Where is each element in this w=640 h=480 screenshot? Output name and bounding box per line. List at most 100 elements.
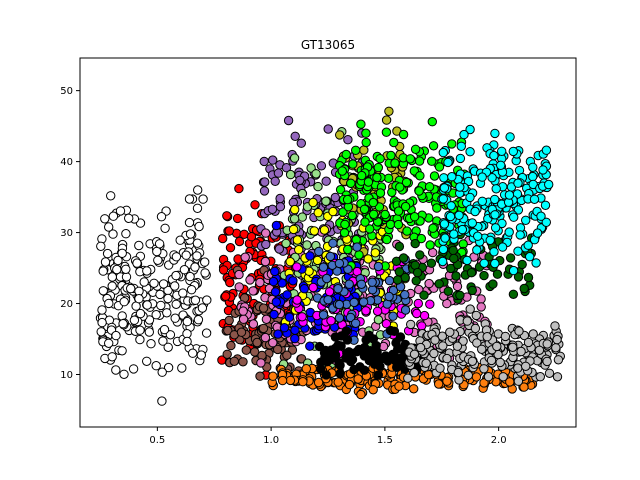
scatter-point-series-10 xyxy=(369,209,379,220)
scatter-point-series-10 xyxy=(363,177,374,187)
scatter-point-series-13 xyxy=(489,150,499,161)
scatter-point-series-6 xyxy=(312,255,323,266)
scatter-point-series-1 xyxy=(225,243,236,253)
scatter-point-series-0 xyxy=(170,313,180,323)
scatter-point-series-13 xyxy=(473,231,483,241)
scatter-point-series-13 xyxy=(454,210,464,221)
scatter-point-series-0 xyxy=(192,238,203,248)
scatter-point-series-13 xyxy=(532,228,543,238)
scatter-point-series-0 xyxy=(139,277,149,287)
scatter-point-series-0 xyxy=(193,315,204,325)
scatter-point-series-2 xyxy=(270,176,280,187)
scatter-point-series-6 xyxy=(363,254,373,264)
scatter-point-series-10 xyxy=(402,226,412,236)
scatter-point-series-13 xyxy=(489,247,499,257)
scatter-point-series-14 xyxy=(394,381,404,391)
scatter-point-series-11 xyxy=(352,242,362,252)
x-tick-label: 2.0 xyxy=(491,435,507,446)
scatter-point-series-10 xyxy=(373,162,383,173)
scatter-point-series-15 xyxy=(385,325,396,336)
scatter-point-series-15 xyxy=(373,370,383,380)
scatter-point-series-5 xyxy=(281,238,291,249)
scatter-point-series-10 xyxy=(410,144,421,155)
scatter-point-series-14 xyxy=(301,364,311,374)
scatter-point-series-5 xyxy=(306,163,316,173)
scatter-point-series-2 xyxy=(316,161,327,171)
scatter-point-series-2 xyxy=(260,177,270,187)
scatter-point-series-0 xyxy=(182,336,192,347)
scatter-point-series-12 xyxy=(419,290,429,300)
scatter-point-series-13 xyxy=(497,146,507,157)
scatter-point-series-6 xyxy=(285,257,295,267)
scatter-point-series-13 xyxy=(525,252,535,262)
scatter-point-series-5 xyxy=(297,188,308,199)
scatter-point-series-13 xyxy=(465,147,475,157)
scatter-point-series-10 xyxy=(428,141,439,151)
scatter-point-series-2 xyxy=(259,156,269,167)
scatter-point-series-12 xyxy=(434,279,444,289)
scatter-point-series-15 xyxy=(391,338,401,348)
scatter-point-series-0 xyxy=(121,264,131,274)
scatter-point-series-11 xyxy=(318,262,329,272)
scatter-point-series-10 xyxy=(381,127,392,137)
scatter-point-series-14 xyxy=(298,377,308,387)
scatter-point-series-11 xyxy=(351,318,361,328)
scatter-point-series-12 xyxy=(426,258,437,268)
scatter-point-series-0 xyxy=(184,194,195,204)
scatter-point-series-0 xyxy=(156,212,167,222)
scatter-point-series-16 xyxy=(403,373,413,383)
scatter-point-series-16 xyxy=(452,341,463,351)
scatter-point-series-11 xyxy=(325,251,336,262)
scatter-point-series-12 xyxy=(398,253,409,263)
scatter-point-series-10 xyxy=(339,228,350,238)
scatter-point-series-15 xyxy=(314,341,325,352)
scatter-point-series-7 xyxy=(299,284,309,294)
scatter-point-series-16 xyxy=(462,316,472,326)
scatter-point-series-15 xyxy=(339,330,349,340)
scatter-point-series-11 xyxy=(344,279,354,289)
scatter-point-series-15 xyxy=(322,356,332,367)
scatter-point-series-0 xyxy=(198,194,208,204)
scatter-point-series-13 xyxy=(504,190,515,200)
scatter-point-series-13 xyxy=(456,141,466,152)
scatter-point-series-13 xyxy=(515,230,525,240)
scatter-point-series-13 xyxy=(496,160,506,171)
scatter-point-series-0 xyxy=(170,281,180,291)
y-tick-label: 30 xyxy=(60,228,73,239)
points-layer xyxy=(95,106,565,406)
scatter-point-series-6 xyxy=(370,248,380,258)
scatter-point-series-11 xyxy=(384,291,394,302)
scatter-point-series-10 xyxy=(342,194,353,205)
scatter-point-series-14 xyxy=(353,374,363,384)
scatter-point-series-0 xyxy=(135,325,145,335)
scatter-point-series-13 xyxy=(440,233,450,243)
scatter-point-series-13 xyxy=(541,145,552,155)
scatter-point-series-13 xyxy=(467,218,477,228)
scatter-point-series-0 xyxy=(100,257,111,267)
scatter-point-series-0 xyxy=(128,364,139,374)
scatter-point-series-0 xyxy=(171,252,182,262)
scatter-point-series-9 xyxy=(335,130,345,140)
scatter-point-series-16 xyxy=(409,368,419,378)
scatter-point-series-16 xyxy=(479,364,489,374)
scatter-point-series-15 xyxy=(342,352,352,362)
scatter-point-series-0 xyxy=(163,362,174,373)
scatter-point-series-10 xyxy=(427,156,437,166)
scatter-point-series-10 xyxy=(356,119,366,129)
scatter-point-series-16 xyxy=(513,376,524,386)
scatter-point-series-7 xyxy=(271,297,281,307)
scatter-point-series-0 xyxy=(104,222,114,232)
scatter-point-series-8 xyxy=(292,262,302,272)
scatter-point-series-10 xyxy=(425,240,435,250)
scatter-point-series-7 xyxy=(270,266,280,277)
scatter-point-series-12 xyxy=(523,272,534,283)
y-axis: 10 20 30 40 50 xyxy=(60,86,80,381)
scatter-point-series-13 xyxy=(521,215,531,226)
scatter-point-series-13 xyxy=(508,146,518,157)
scatter-point-series-13 xyxy=(490,194,500,205)
scatter-point-series-2 xyxy=(295,175,305,186)
scatter-point-series-6 xyxy=(288,224,299,235)
scatter-point-series-10 xyxy=(400,201,411,212)
scatter-point-series-8 xyxy=(417,321,427,331)
y-tick-label: 10 xyxy=(60,370,73,381)
